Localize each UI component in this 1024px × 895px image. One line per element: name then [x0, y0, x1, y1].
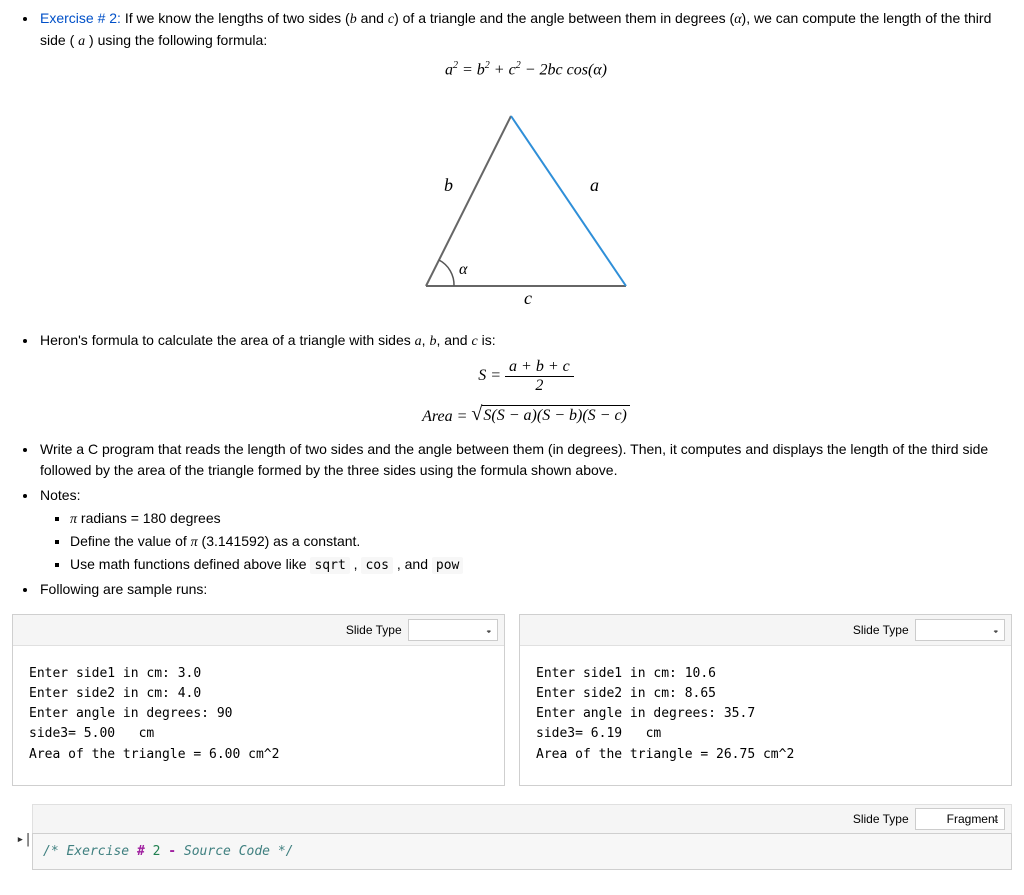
- sample-output-2: Enter side1 in cm: 10.6 Enter side2 in c…: [520, 646, 1011, 785]
- semi-perimeter-formula: S = a + b + c2: [40, 358, 1012, 394]
- label-c: c: [524, 288, 532, 306]
- note-radians: π radians = 180 degrees: [70, 508, 1012, 530]
- notes-item: Notes: π radians = 180 degrees Define th…: [38, 485, 1012, 576]
- sample-cell-2: Slide Type -⌄ Enter side1 in cm: 10.6 En…: [519, 614, 1012, 786]
- triangle-diagram: b a c α: [40, 96, 1012, 312]
- heron-item: Heron's formula to calculate the area of…: [38, 330, 1012, 428]
- samples-label-item: Following are sample runs:: [38, 579, 1012, 600]
- area-formula: Area = √S(S − a)(S − b)(S − c): [40, 405, 1012, 429]
- cell-toolbar-2: Slide Type -⌄: [520, 615, 1011, 646]
- content-list: Exercise # 2: If we know the lengths of …: [12, 8, 1012, 600]
- label-a: a: [590, 175, 599, 195]
- slide-type-select-2[interactable]: -⌄: [915, 619, 1005, 641]
- sample-output-1: Enter side1 in cm: 3.0 Enter side2 in cm…: [13, 646, 504, 785]
- code-pow: pow: [432, 557, 463, 574]
- label-alpha: α: [459, 261, 468, 278]
- label-b: b: [444, 175, 453, 195]
- task-item: Write a C program that reads the length …: [38, 439, 1012, 481]
- slide-type-select-1[interactable]: -⌄: [408, 619, 498, 641]
- slide-type-select-code[interactable]: Fragment⌄: [915, 808, 1005, 830]
- chevron-down-icon: ⌄: [992, 623, 1000, 638]
- sample-cell-1: Slide Type -⌄ Enter side1 in cm: 3.0 Ent…: [12, 614, 505, 786]
- cell-toolbar-1: Slide Type -⌄: [13, 615, 504, 646]
- notes-list: π radians = 180 degrees Define the value…: [40, 508, 1012, 576]
- sample-runs-row: Slide Type -⌄ Enter side1 in cm: 3.0 Ent…: [12, 614, 1012, 786]
- source-code[interactable]: /* Exercise # 2 - Source Code */: [32, 833, 1012, 871]
- cell-prompt-icon[interactable]: ▸|: [12, 804, 32, 850]
- note-math-funcs: Use math functions defined above like sq…: [70, 554, 1012, 576]
- exercise-item: Exercise # 2: If we know the lengths of …: [38, 8, 1012, 312]
- code-cell: ▸| Slide Type Fragment⌄ /* Exercise # 2 …: [12, 804, 1012, 871]
- exercise-label: Exercise # 2:: [40, 10, 121, 26]
- code-cos: cos: [361, 557, 392, 574]
- note-pi-constant: Define the value of π (3.141592) as a co…: [70, 531, 1012, 553]
- code-toolbar: Slide Type Fragment⌄: [32, 804, 1012, 833]
- chevron-down-icon: ⌄: [485, 623, 493, 638]
- chevron-down-icon: ⌄: [992, 812, 1000, 827]
- code-sqrt: sqrt: [310, 557, 349, 574]
- law-of-cosines-formula: a2 = b2 + c2 − 2bc cos(α): [40, 58, 1012, 82]
